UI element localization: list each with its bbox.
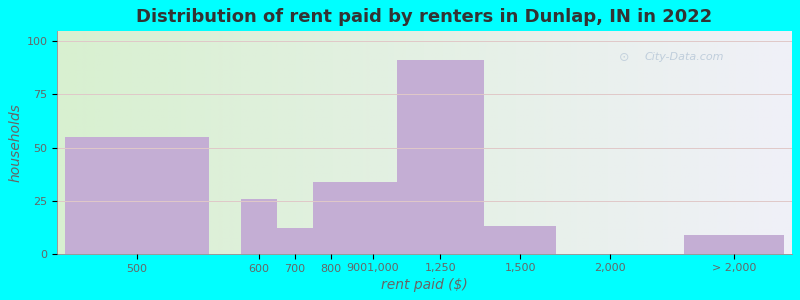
Bar <box>484 226 556 254</box>
Text: City-Data.com: City-Data.com <box>645 52 724 62</box>
Y-axis label: households: households <box>8 103 22 182</box>
Bar <box>684 235 784 254</box>
Bar <box>241 199 277 254</box>
Bar <box>397 60 484 254</box>
Text: ⊙: ⊙ <box>619 51 630 64</box>
Title: Distribution of rent paid by renters in Dunlap, IN in 2022: Distribution of rent paid by renters in … <box>136 8 713 26</box>
X-axis label: rent paid ($): rent paid ($) <box>381 278 468 292</box>
Bar <box>349 182 397 254</box>
Bar <box>313 182 349 254</box>
Bar <box>277 228 313 254</box>
Bar <box>66 137 209 254</box>
